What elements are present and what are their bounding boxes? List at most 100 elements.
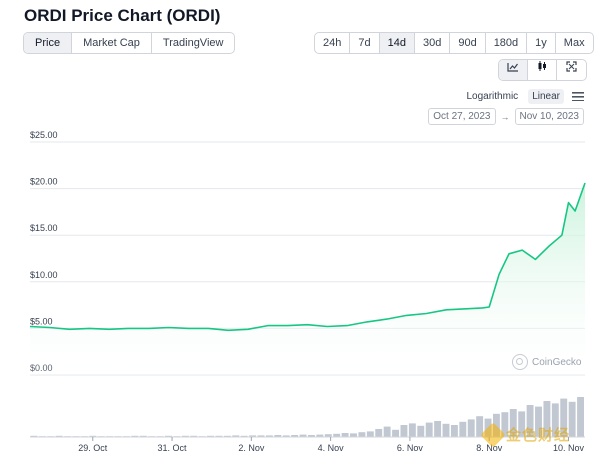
y-tick-label: $20.00	[30, 177, 58, 187]
volume-bar	[568, 401, 576, 437]
candlestick-view-button[interactable]	[528, 60, 557, 80]
volume-bar	[232, 435, 240, 437]
range-7d-button[interactable]: 7d	[350, 33, 380, 53]
volume-bar	[165, 435, 172, 437]
volume-bar	[408, 423, 416, 437]
volume-bar	[450, 425, 458, 437]
volume-bar	[282, 435, 290, 437]
volume-bar	[324, 434, 332, 437]
volume-bar	[400, 425, 408, 437]
volume-bar	[442, 423, 450, 437]
volume-bar	[509, 409, 517, 437]
volume-bar	[459, 421, 467, 437]
volume-bar	[341, 433, 349, 437]
x-tick-label: 10. Nov	[553, 443, 585, 453]
price-area-fill	[30, 183, 585, 375]
x-tick-label: 29. Oct	[78, 443, 108, 453]
volume-bar	[30, 435, 38, 437]
volume-bar	[55, 435, 63, 437]
tab-price[interactable]: Price	[24, 33, 73, 53]
volume-bar	[535, 406, 542, 437]
y-tick-label: $5.00	[30, 316, 53, 326]
volume-bar	[308, 435, 315, 437]
tab-market-cap[interactable]: Market Cap	[72, 33, 152, 53]
coingecko-watermark: CoinGecko	[512, 354, 581, 370]
volume-bar	[131, 435, 139, 437]
volume-bar	[139, 435, 147, 437]
volume-bar	[257, 435, 265, 437]
price-area	[29, 182, 586, 375]
volume-bar	[249, 435, 257, 437]
range-30d-button[interactable]: 30d	[415, 33, 451, 53]
x-tick-label: 4. Nov	[318, 443, 345, 453]
date-from-input[interactable]: Oct 27, 2023	[428, 108, 496, 125]
jinse-logo-icon	[480, 421, 506, 448]
scale-linear-option[interactable]: Linear	[528, 89, 564, 104]
time-range-group: 24h 7d 14d 30d 90d 180d 1y Max	[314, 32, 594, 54]
range-1y-button[interactable]: 1y	[527, 33, 556, 53]
range-max-button[interactable]: Max	[563, 37, 585, 49]
range-90d-button[interactable]: 90d	[450, 33, 486, 53]
volume-bar	[265, 435, 273, 437]
jinse-watermark: 金色财经	[480, 421, 571, 448]
x-tick-label: 6. Nov	[397, 443, 424, 453]
volume-bar	[577, 397, 584, 437]
volume-bar	[501, 412, 509, 437]
volume-bar	[274, 435, 282, 437]
volume-bar	[476, 416, 484, 437]
volume-bar	[551, 403, 559, 437]
scale-logarithmic-option[interactable]: Logarithmic	[466, 91, 519, 102]
volume-bar	[181, 435, 189, 437]
volume-bar	[467, 419, 475, 437]
arrow-right-icon: →	[500, 111, 510, 122]
volume-bar	[190, 435, 198, 437]
page-title: ORDI Price Chart (ORDI)	[24, 6, 221, 25]
y-tick-label: $10.00	[30, 270, 58, 280]
range-24h-button[interactable]: 24h	[315, 33, 351, 53]
volume-bar	[299, 434, 307, 437]
volume-bar	[240, 435, 248, 437]
volume-bar	[223, 435, 231, 437]
volume-bar	[434, 421, 442, 437]
fullscreen-view-button[interactable]	[557, 60, 586, 80]
volume-bar	[560, 398, 568, 437]
volume-bar	[543, 401, 551, 437]
volume-bar	[350, 433, 357, 437]
watermark-label: CoinGecko	[532, 356, 582, 368]
chart-tab-group: Price Market Cap TradingView	[23, 32, 236, 54]
volume-bar	[89, 435, 97, 437]
volume-bar	[383, 426, 391, 437]
volume-bar	[425, 422, 433, 437]
volume-bar	[518, 411, 526, 437]
line-chart-view-button[interactable]	[499, 60, 528, 80]
x-tick-label: 8. Nov	[476, 443, 503, 453]
candlestick-icon	[536, 60, 548, 80]
volume-bar	[333, 433, 341, 437]
stamp-text: 金色财经	[506, 427, 571, 444]
volume-bar	[316, 434, 324, 437]
x-tick-label: 2. Nov	[238, 443, 265, 453]
volume-bar	[366, 431, 374, 437]
volume-bar	[417, 425, 425, 437]
y-tick-label: $15.00	[30, 223, 58, 233]
volume-bar	[526, 405, 534, 437]
menu-icon[interactable]	[572, 92, 584, 101]
line-chart-icon	[507, 60, 519, 80]
tab-tradingview[interactable]: TradingView	[162, 37, 224, 49]
volume-bar	[207, 435, 214, 437]
x-axis-labels: 29. Oct 31. Oct 2. Nov 4. Nov 6. Nov 8. Nov 10…	[78, 437, 584, 453]
range-180d-button[interactable]: 180d	[486, 33, 528, 53]
chart-view-group	[498, 59, 587, 81]
fullscreen-icon	[566, 60, 577, 80]
date-to-input[interactable]: Nov 10, 2023	[514, 108, 584, 125]
date-range-picker: Oct 27, 2023 → Nov 10, 2023	[428, 108, 584, 125]
x-tick-label: 31. Oct	[158, 443, 188, 453]
y-tick-label: $25.00	[30, 130, 58, 140]
volume-bar	[375, 429, 383, 437]
range-14d-button[interactable]: 14d	[379, 33, 415, 53]
scale-toggle: Logarithmic Linear	[462, 89, 584, 104]
volume-bar	[392, 429, 399, 437]
price-line	[29, 182, 586, 332]
volume-bar	[291, 435, 299, 437]
volume-bars	[30, 397, 585, 438]
